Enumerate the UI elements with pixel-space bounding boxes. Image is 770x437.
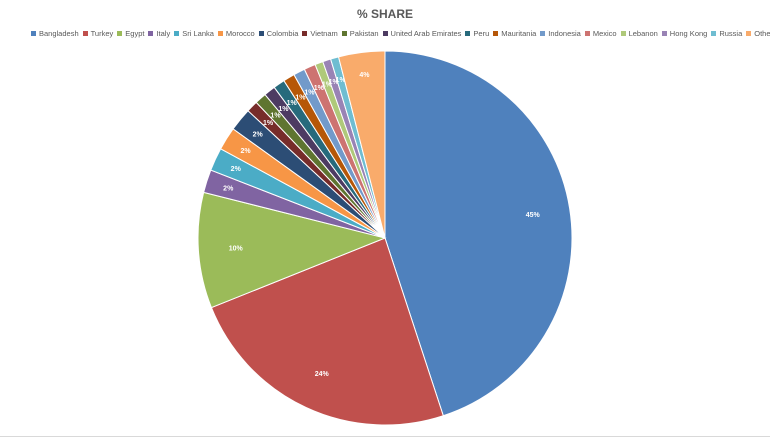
legend-label: Pakistan — [349, 29, 379, 38]
data-label: 1% — [314, 85, 325, 92]
legend-label: Morocco — [225, 29, 255, 38]
legend-item: Lebanon — [620, 29, 658, 38]
legend-item: Mauritania — [493, 29, 536, 38]
data-label: 2% — [241, 148, 252, 155]
legend-item: Pakistan — [341, 29, 379, 38]
legend-label: Colombia — [266, 29, 299, 38]
legend-swatch — [174, 31, 180, 36]
data-label: 45% — [526, 212, 541, 219]
data-label: 2% — [253, 131, 264, 138]
legend: Bangladesh Turkey Egypt Italy Sri Lanka Moroc… — [31, 29, 770, 38]
legend-swatch — [148, 31, 154, 36]
legend-label: Indonesia — [548, 29, 581, 38]
legend-label: Turkey — [90, 29, 114, 38]
legend-item: Hong Kong — [661, 29, 708, 38]
legend-swatch — [217, 31, 223, 36]
legend-item: Peru — [465, 29, 489, 38]
legend-swatch — [341, 31, 347, 36]
chart-title: % SHARE — [356, 7, 413, 21]
legend-item: Italy — [148, 29, 170, 38]
legend-swatch — [661, 31, 667, 36]
legend-item: Colombia — [258, 29, 299, 38]
legend-label: Peru — [473, 29, 490, 38]
legend-swatch — [493, 31, 499, 36]
legend-swatch — [711, 31, 717, 36]
data-label: 1% — [287, 100, 298, 107]
legend-swatch — [258, 31, 264, 36]
legend-label: Vietnam — [310, 29, 338, 38]
legend-swatch — [540, 31, 546, 36]
legend-item: Others — [746, 29, 770, 38]
legend-swatch — [117, 31, 123, 36]
legend-label: United Arab Emirates — [390, 29, 462, 38]
legend-label: Italy — [156, 29, 171, 38]
data-label: 1% — [304, 89, 315, 96]
legend-label: Sri Lanka — [182, 29, 214, 38]
data-label: 1% — [322, 82, 333, 89]
legend-swatch — [302, 31, 308, 36]
legend-label: Russia — [719, 29, 743, 38]
pie-slice-others — [337, 50, 386, 239]
data-label: 24% — [315, 371, 330, 378]
data-label: 1% — [263, 120, 274, 127]
data-label: 1% — [278, 106, 289, 113]
legend-item: United Arab Emirates — [382, 29, 462, 38]
legend-swatch — [382, 31, 388, 36]
pie-slice-bangladesh — [384, 50, 573, 417]
data-label: 1% — [270, 113, 281, 120]
legend-item: Egypt — [117, 29, 144, 38]
legend-label: Bangladesh — [39, 29, 79, 38]
legend-swatch — [31, 31, 36, 36]
data-label: 2% — [231, 166, 242, 173]
legend-item: Bangladesh — [31, 29, 79, 38]
legend-item: Russia — [711, 29, 742, 38]
legend-item: Morocco — [217, 29, 255, 38]
legend-item: Vietnam — [302, 29, 338, 38]
legend-label: Egypt — [125, 29, 145, 38]
legend-swatch — [82, 31, 88, 36]
data-label: 10% — [229, 246, 244, 253]
legend-swatch — [584, 31, 590, 36]
legend-label: Others — [754, 29, 770, 38]
legend-item: Mexico — [584, 29, 617, 38]
pie-slice-egypt — [197, 191, 387, 309]
data-label: 1% — [336, 77, 347, 84]
legend-label: Mexico — [592, 29, 617, 38]
data-label: 2% — [223, 185, 234, 192]
legend-item: Indonesia — [540, 29, 581, 38]
data-label: 4% — [359, 72, 370, 79]
legend-item: Turkey — [82, 29, 114, 38]
data-label: 1% — [329, 79, 340, 86]
legend-item: Sri Lanka — [174, 29, 214, 38]
legend-swatch — [465, 31, 471, 36]
legend-label: Hong Kong — [669, 29, 708, 38]
legend-label: Mauritania — [501, 29, 537, 38]
data-label: 1% — [295, 94, 306, 101]
legend-swatch — [620, 31, 626, 36]
legend-label: Lebanon — [628, 29, 658, 38]
legend-swatch — [746, 31, 752, 36]
